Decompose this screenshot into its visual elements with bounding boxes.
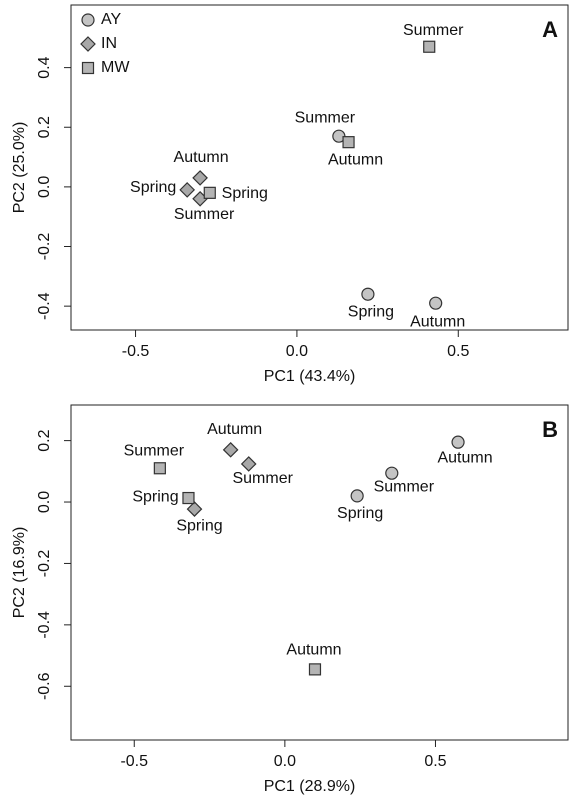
y-tick-label: -0.2 bbox=[36, 233, 53, 261]
point-label: Autumn bbox=[174, 149, 229, 166]
point-label: Summer bbox=[124, 442, 185, 459]
y-tick-label: 0.0 bbox=[36, 176, 53, 198]
y-tick-label: 0.2 bbox=[36, 116, 53, 138]
point-label: Summer bbox=[403, 22, 464, 39]
plot-frame bbox=[70, 404, 569, 741]
legend-label: AY bbox=[101, 11, 121, 28]
point-label: Autumn bbox=[328, 151, 383, 168]
y-tick-label: -0.4 bbox=[36, 292, 53, 320]
point-label: Spring bbox=[130, 179, 176, 196]
point bbox=[153, 462, 166, 475]
point-label: Spring bbox=[348, 303, 394, 320]
x-tick-label: 0.5 bbox=[424, 753, 446, 770]
point bbox=[342, 136, 355, 149]
point-label: Spring bbox=[222, 185, 268, 202]
y-axis-label: PC2 (16.9%) bbox=[11, 527, 28, 619]
point-label: Summer bbox=[295, 109, 356, 126]
point-label: Summer bbox=[174, 206, 235, 223]
point bbox=[350, 489, 364, 503]
y-tick-label: -0.2 bbox=[36, 550, 53, 578]
x-tick-label: -0.5 bbox=[120, 753, 148, 770]
point bbox=[203, 186, 216, 199]
point-label: Summer bbox=[374, 478, 435, 495]
legend-marker bbox=[80, 36, 96, 52]
point bbox=[385, 466, 399, 480]
plot-frame bbox=[70, 4, 569, 331]
point bbox=[240, 456, 257, 472]
x-tick-label: -0.5 bbox=[122, 343, 150, 360]
point-label: Autumn bbox=[410, 313, 465, 330]
point-label: Spring bbox=[132, 488, 178, 505]
x-axis-label: PC1 (43.4%) bbox=[264, 368, 356, 385]
point bbox=[222, 441, 239, 458]
y-tick-label: -0.6 bbox=[36, 672, 53, 700]
point bbox=[192, 170, 208, 186]
legend-marker bbox=[81, 61, 95, 75]
point-label: Autumn bbox=[437, 449, 492, 466]
y-axis-label: PC2 (25.0%) bbox=[11, 122, 28, 214]
legend-label: MW bbox=[101, 59, 130, 76]
point-label: Summer bbox=[232, 470, 293, 487]
point bbox=[429, 296, 443, 310]
panel-letter: B bbox=[542, 417, 558, 442]
point-label: Spring bbox=[176, 517, 222, 534]
legend-label: IN bbox=[101, 35, 117, 52]
point-label: Spring bbox=[337, 505, 383, 522]
point bbox=[182, 491, 195, 505]
point-label: Autumn bbox=[286, 642, 341, 659]
x-tick-label: 0.0 bbox=[274, 753, 296, 770]
point bbox=[308, 663, 322, 676]
point bbox=[179, 182, 196, 198]
y-tick-label: 0.0 bbox=[36, 491, 53, 513]
y-tick-label: 0.4 bbox=[36, 56, 53, 78]
point bbox=[186, 501, 203, 517]
point bbox=[451, 435, 465, 449]
point-label: Autumn bbox=[207, 421, 262, 438]
panel-letter: A bbox=[542, 17, 558, 42]
x-tick-label: 0.5 bbox=[447, 343, 469, 360]
y-tick-label: 0.2 bbox=[36, 429, 53, 451]
x-axis-label: PC1 (28.9%) bbox=[264, 778, 356, 795]
x-tick-label: 0.0 bbox=[286, 343, 308, 360]
legend-marker bbox=[81, 13, 95, 27]
point bbox=[423, 40, 436, 53]
y-tick-label: -0.4 bbox=[36, 611, 53, 639]
point bbox=[361, 287, 375, 301]
